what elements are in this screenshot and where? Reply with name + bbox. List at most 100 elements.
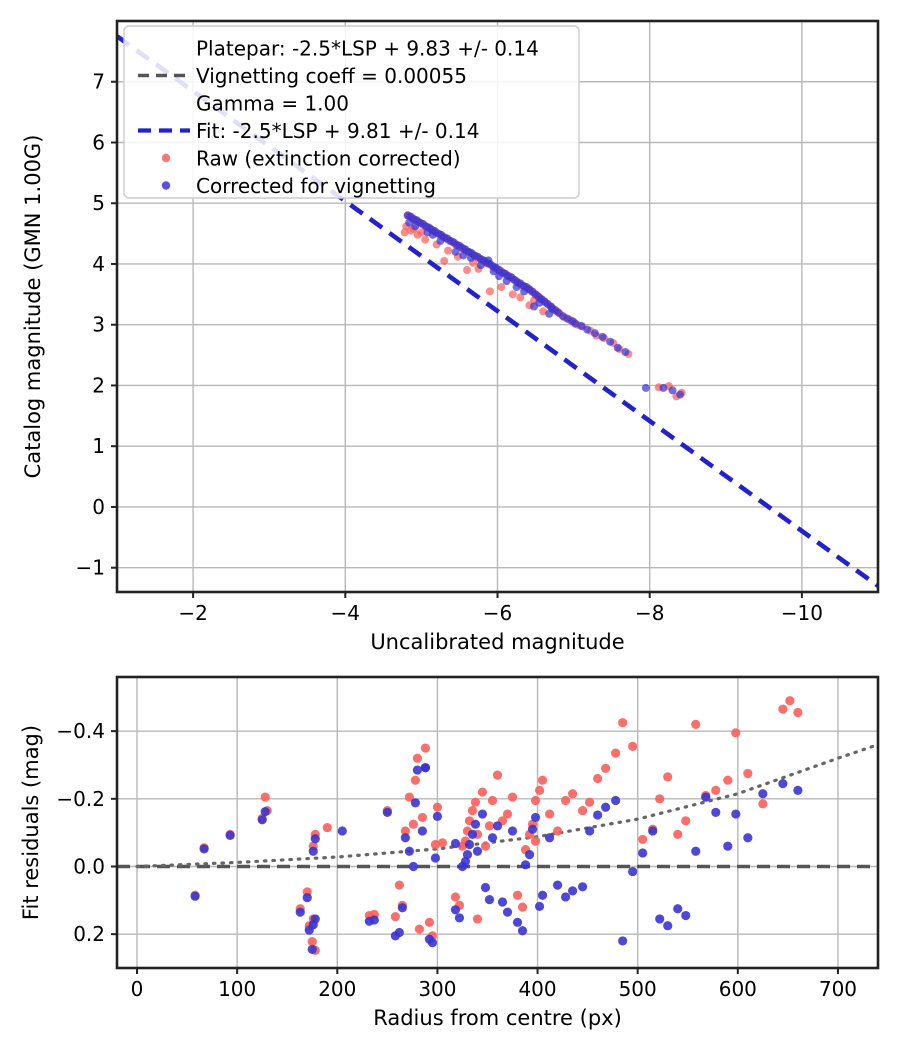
x-tick-label: 700 (819, 977, 857, 1001)
x-tick-label: 100 (218, 977, 256, 1001)
data-point (648, 826, 658, 836)
data-point (484, 256, 493, 265)
data-point (743, 768, 753, 779)
y-tick-label: −0.2 (56, 787, 105, 811)
data-point (400, 228, 409, 237)
data-point (527, 824, 538, 834)
data-layer (117, 696, 878, 956)
data-point (470, 819, 481, 829)
data-point (681, 816, 691, 826)
x-tick-label: 0 (131, 977, 144, 1001)
data-point (403, 211, 412, 220)
y-tick-label: 6 (92, 130, 105, 154)
data-point (427, 938, 438, 948)
y-axis-title: Fit residuals (mag) (19, 725, 43, 920)
data-point (487, 833, 498, 843)
x-tick-label: 300 (418, 977, 456, 1001)
data-point (711, 785, 721, 795)
data-point (621, 348, 630, 357)
legend-entry: Raw (extinction corrected) (161, 147, 461, 171)
vignetting-trend-line (135, 743, 878, 869)
data-point (462, 850, 473, 860)
x-axis-title: Uncalibrated magnitude (370, 630, 624, 654)
data-point (414, 924, 424, 934)
data-point (451, 247, 460, 256)
data-point (691, 719, 701, 729)
data-point (601, 763, 611, 773)
data-point (408, 819, 418, 829)
data-point (430, 853, 441, 863)
data-point (502, 809, 513, 819)
data-point (638, 848, 648, 858)
data-point (412, 765, 422, 775)
data-point (618, 718, 628, 728)
data-point (495, 272, 504, 281)
x-tick-label: 500 (619, 977, 657, 1001)
legend-label: Platepar: -2.5*LSP + 9.83 +/- 0.14 (196, 37, 539, 61)
data-point (502, 276, 511, 285)
data-point (524, 850, 535, 860)
data-point (655, 914, 665, 924)
x-tick-label: −10 (781, 601, 823, 625)
data-point (520, 860, 531, 870)
data-point (593, 810, 603, 820)
legend-label: Gamma = 1.00 (196, 92, 349, 116)
data-point (785, 696, 795, 706)
data-point (530, 836, 541, 846)
data-point (310, 914, 320, 924)
data-point (484, 821, 495, 831)
data-point (417, 228, 426, 237)
data-point (668, 386, 677, 395)
data-point (390, 911, 400, 922)
data-point (410, 798, 420, 808)
data-point (758, 799, 768, 809)
data-point (260, 792, 270, 802)
data-point (472, 914, 483, 924)
data-point (497, 897, 508, 907)
data-point (638, 834, 648, 845)
data-point (577, 321, 586, 330)
data-point (593, 773, 603, 784)
data-point (394, 880, 404, 890)
data-point (411, 222, 420, 231)
y-tick-label: 7 (92, 70, 105, 94)
data-point (199, 844, 209, 854)
data-point (731, 728, 741, 738)
data-point (485, 287, 494, 296)
data-point (598, 332, 607, 341)
data-point (472, 846, 483, 856)
x-tick-label: 600 (719, 977, 757, 1001)
data-point (467, 829, 478, 839)
data-point (430, 839, 441, 850)
data-point (793, 707, 803, 718)
legend-entry: Platepar: -2.5*LSP + 9.83 +/- 0.14 (196, 37, 539, 61)
x-tick-label: 200 (318, 977, 356, 1001)
axes-frame (115, 675, 880, 970)
data-point (681, 910, 691, 921)
data-point (423, 228, 432, 237)
legend-label: Vignetting coeff = 0.00055 (196, 64, 467, 88)
data-point (508, 290, 517, 299)
legend-entry: Gamma = 1.00 (196, 92, 349, 116)
data-point (530, 302, 539, 311)
data-point (436, 236, 445, 245)
data-point (382, 807, 392, 817)
data-point (417, 812, 428, 823)
data-point (613, 343, 622, 352)
data-point (663, 921, 673, 931)
data-point (405, 218, 414, 227)
x-tick-label: −6 (483, 601, 512, 625)
data-point (659, 383, 668, 392)
data-point (758, 789, 768, 799)
legend-entry: Vignetting coeff = 0.00055 (138, 64, 467, 88)
data-point (410, 775, 420, 785)
y-axis-title: Catalog magnitude (GMN 1.00G) (21, 135, 45, 479)
y-tick-label: 2 (92, 373, 105, 397)
y-tick-label: 0.2 (73, 922, 105, 946)
legend-entry: Fit: -2.5*LSP + 9.81 +/- 0.14 (138, 119, 479, 143)
x-tick-label: 400 (518, 977, 556, 1001)
data-point (552, 826, 563, 836)
data-point (530, 812, 541, 823)
